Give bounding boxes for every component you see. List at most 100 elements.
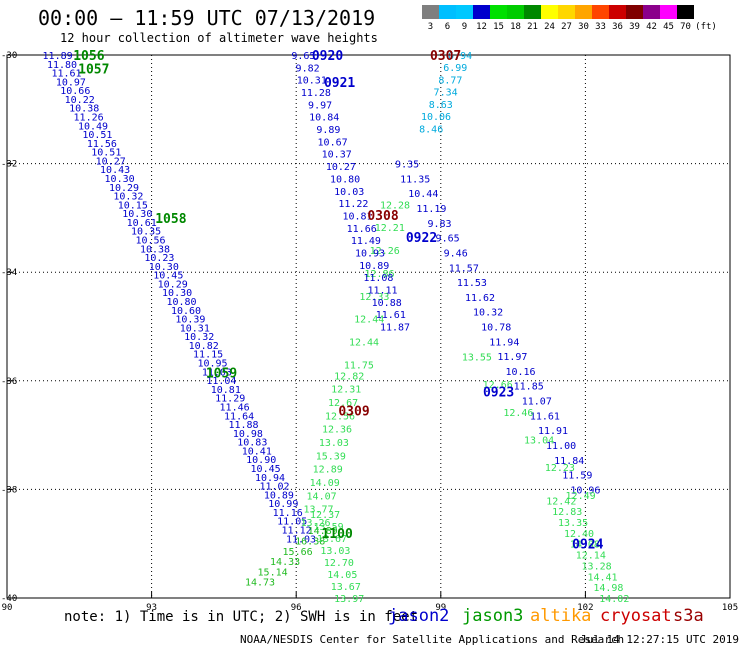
wave-height-value: 9.65 [436,234,460,245]
wave-height-value: 14.08 [570,540,600,551]
wave-height-value: 10.03 [334,187,364,198]
wave-height-value: 12.89 [313,465,343,476]
wave-height-value: 10.06 [421,112,451,123]
wave-height-value: 9.89 [316,125,340,136]
legend-label: 12 [476,22,487,32]
wave-height-value: 10.35 [131,227,161,238]
satellite-tracks: 11.8911.8011.6110.9710.6610.2210.3811.26… [43,51,630,605]
wave-height-value: 10.30 [162,288,192,299]
pass-number-label: 0309 [338,405,369,420]
wave-height-value: 12.44 [349,338,379,349]
legend-label: 15 [493,22,504,32]
wave-height-value: 10.81 [211,385,241,396]
wave-height-value: 9.46 [444,249,468,260]
tick-label-lat: -38 [1,485,17,495]
legend-swatch [541,5,558,19]
legend-swatch [626,5,643,19]
wave-height-value: 12.33 [359,292,389,303]
wave-height-value: 11.53 [457,278,487,289]
wave-height-value: 10.49 [78,121,108,132]
wave-height-value: 11.49 [351,236,381,247]
legend-jason3: jason3 [462,606,524,626]
page-subtitle: 12 hour collection of altimeter wave hei… [60,31,378,45]
wave-height-value: 12.46 [503,408,533,419]
wave-height-value: 10.45 [153,271,183,282]
wave-height-value: 10.32 [184,332,214,343]
tick-label-lon: 102 [577,603,593,613]
wave-height-value: 11.61 [530,411,560,422]
wave-height-value: 10.60 [171,306,201,317]
wave-height-value: 10.98 [233,429,263,440]
legend-jason2: jason2 [388,606,450,626]
wave-height-value: 10.51 [91,148,121,159]
legend-swatch [473,5,490,19]
wave-height-value: 9.65 [291,51,315,62]
wave-height-value: 10.45 [251,464,281,475]
wave-height-value: 15.14 [258,567,288,578]
wave-height-value: 12.86 [364,269,394,280]
wave-height-value: 11.87 [380,323,410,334]
wave-height-value: 10.89 [359,261,389,272]
wave-height-value: 10.67 [318,137,348,148]
wave-height-value: 11.05 [277,517,307,528]
pass-number-label: 1057 [78,63,109,78]
legend-label: 3 [427,22,434,32]
legend-swatch [490,5,507,19]
wave-height-value: 10.44 [408,189,438,200]
wave-height-value: 9.35 [395,160,419,171]
legend-label: 21 [527,22,538,32]
legend-label: 36 [612,22,623,32]
legend-cryosat: cryosat [600,606,672,626]
wave-height-value: 12.42 [546,496,576,507]
wave-height-value: 11.16 [273,508,303,519]
wave-height-value: 10.31 [180,323,210,334]
wave-height-value: 11.12 [282,526,312,537]
tick-label-lat: -40 [1,594,17,604]
wave-height-value: 10.90 [246,455,276,466]
wave-height-value: 10.31 [297,76,327,87]
wave-height-value: 13.77 [303,505,333,516]
wave-height-value: 12.23 [545,463,575,474]
wave-height-value: 10.51 [82,130,112,141]
wave-height-value: 11.75 [344,361,374,372]
tick-label-lon: 96 [291,603,302,613]
tick-label-lon: 99 [435,603,446,613]
tick-label-lon: 93 [146,603,157,613]
wave-height-value: 10.27 [96,156,126,167]
wave-height-value: 13.67 [331,582,361,593]
pass-number-label: 0308 [367,209,398,224]
wave-height-value: 11.26 [74,113,104,124]
wave-height-value: 10.66 [60,86,90,97]
wave-height-value: 10.16 [505,367,535,378]
wave-height-value: 10.38 [69,104,99,115]
pass-number-label: 0921 [324,76,355,91]
wave-height-value: 10.23 [144,253,174,264]
wave-height-value: 10.27 [326,162,356,173]
wave-height-value: 9.97 [308,100,332,111]
wave-height-value: 11.00 [546,441,576,452]
legend-label: 9 [461,22,468,32]
wave-height-value: 10.37 [322,150,352,161]
wave-height-value: 10.38 [140,244,170,255]
wave-height-value: 13.03 [320,546,350,557]
wave-height-value: 10.89 [264,490,294,501]
wave-height-value: 11.03 [286,534,316,545]
legend-label: 33 [595,22,606,32]
legend-swatch [609,5,626,19]
legend-swatch [524,5,541,19]
wave-height-value: 11.61 [51,69,81,80]
tick-label-lat: -34 [1,268,17,278]
wave-height-value: 11.08 [363,273,393,284]
credit-line: NOAA/NESDIS Center for Satellite Applica… [240,633,625,646]
wave-height-value: 11.29 [215,394,245,405]
page-title: 00:00 — 11:59 UTC 07/13/2019 [38,6,376,30]
wave-height-value: 11.88 [228,420,258,431]
wave-height-value: 14.02 [599,594,629,605]
legend-label: 39 [629,22,640,32]
wave-height-value: 15.66 [283,547,313,558]
wave-height-value: 12.28 [380,200,410,211]
pass-number-label: 1059 [206,367,237,382]
legend-swatch [422,5,439,19]
wave-height-value: 11.04 [206,376,236,387]
